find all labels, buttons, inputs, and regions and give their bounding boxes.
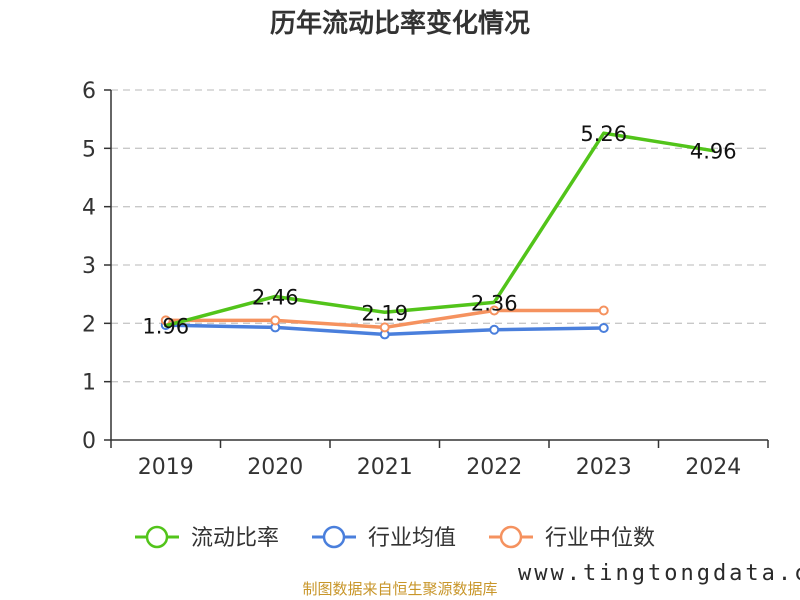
data-labels: 1.96 2.46 2.19 2.36 5.26 4.96 [142,122,736,338]
x-tick-label: 2019 [138,455,194,480]
legend-marker [322,525,346,549]
axes: 0 1 2 3 4 5 6 2019 2020 2021 2022 2023 2024 [82,79,769,480]
data-point [489,305,500,316]
x-tick-label: 2020 [247,455,303,480]
y-tick-label: 2 [82,312,96,337]
data-label: 2.19 [361,301,408,325]
x-tick-label: 2023 [576,455,632,480]
legend-label: 行业均值 [368,526,456,551]
x-tick-label: 2022 [466,455,522,480]
data-label: 5.26 [580,122,627,146]
data-label: 4.96 [690,140,737,164]
y-tick-label: 3 [82,254,96,279]
data-label: 1.96 [142,315,189,339]
x-tick-label: 2024 [685,455,741,480]
data-point [489,324,500,335]
series-line [164,131,715,328]
data-point [598,305,609,316]
legend: 流动比率 行业均值 行业中位数 [135,525,655,551]
y-tick-label: 4 [82,196,96,221]
data-label: 2.36 [471,291,518,315]
x-tick-label: 2021 [357,455,413,480]
data-label: 2.46 [252,286,299,310]
data-point [379,322,390,333]
y-tick-label: 6 [82,79,96,104]
data-point [270,315,281,326]
legend-label: 流动比率 [191,526,279,551]
legend-marker [499,525,523,549]
chart-title: 历年流动比率变化情况 [270,8,530,39]
source-text: 制图数据来自恒生聚源数据库 [302,580,497,598]
series-layer [160,131,715,340]
legend-label: 行业中位数 [545,526,655,551]
data-point [598,323,609,333]
legend-marker [145,525,169,549]
watermark-text: www.tingtongdata.com [518,561,800,586]
grid-lines [111,89,768,383]
y-tick-label: 0 [82,429,96,454]
y-tick-label: 1 [82,371,96,396]
y-tick-label: 5 [82,137,96,162]
